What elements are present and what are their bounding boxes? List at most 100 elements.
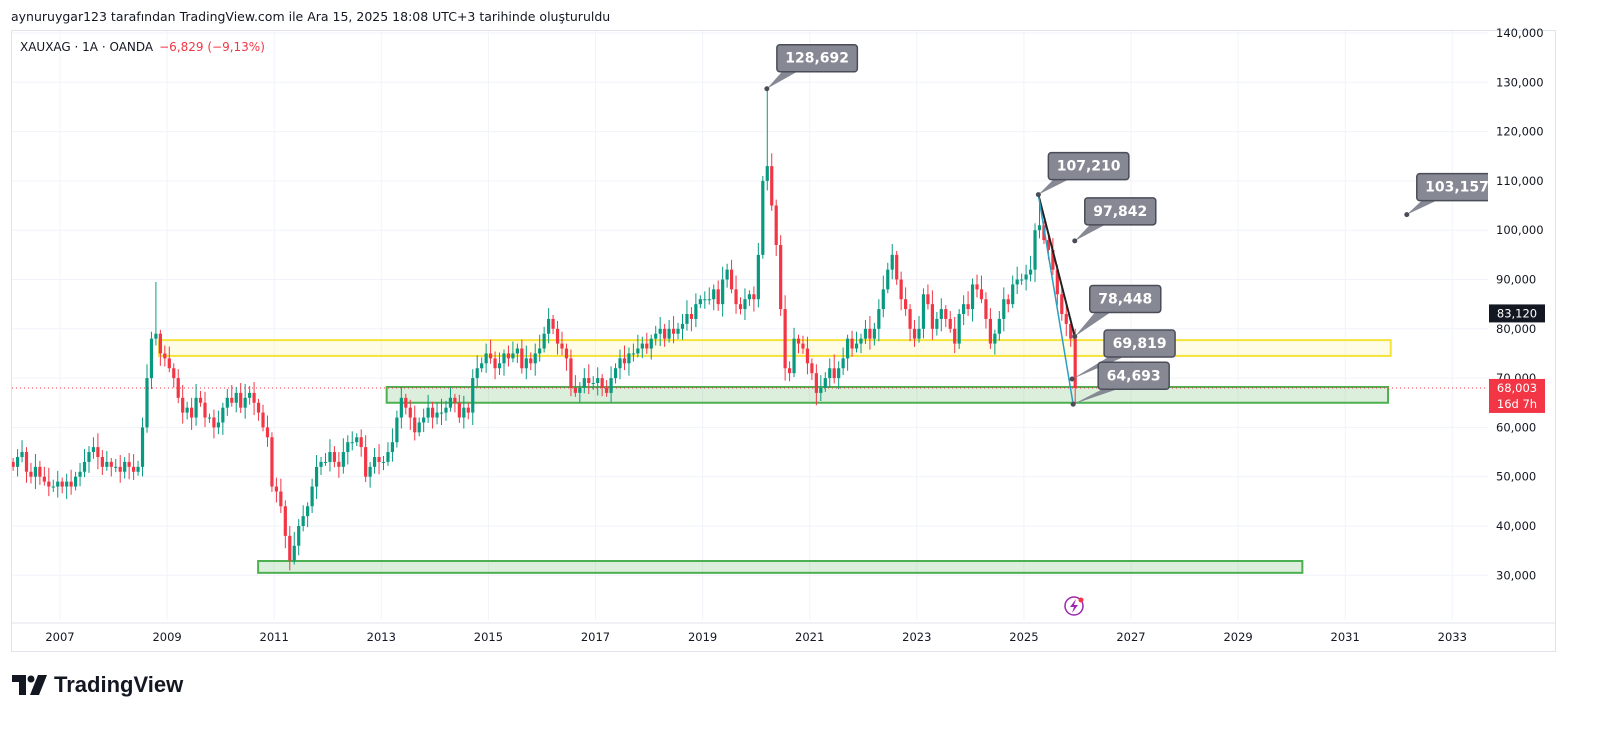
candle-body (921, 294, 926, 329)
candle-body (181, 397, 185, 413)
callout-label: 64,693 (1107, 368, 1161, 384)
candle (172, 363, 176, 388)
candle (243, 384, 247, 419)
candle-body (979, 289, 984, 300)
candle (774, 199, 778, 256)
candle (609, 366, 613, 403)
candle (605, 380, 609, 397)
candle-body (685, 314, 689, 324)
candle-body (850, 338, 854, 349)
candle-body (444, 407, 448, 413)
candle (20, 440, 24, 463)
callout-label: 97,842 (1093, 204, 1147, 220)
candle-body (837, 368, 841, 379)
candle-body (636, 348, 640, 354)
candle-body (832, 368, 836, 379)
candle-body (895, 254, 899, 280)
time-axis-label: 2025 (1009, 630, 1038, 644)
candle (274, 477, 278, 503)
candle-body (364, 447, 368, 477)
candle-body (1033, 230, 1037, 270)
candle-body (854, 343, 859, 349)
candle (587, 364, 591, 395)
candle-body (489, 353, 493, 359)
candle-body (439, 412, 444, 414)
candle-body (805, 348, 810, 364)
candle-body (337, 461, 341, 467)
candle-body (524, 358, 528, 369)
candle (127, 453, 131, 480)
candle-body (372, 456, 377, 467)
candle-body (100, 456, 104, 467)
candle (65, 473, 69, 499)
symbol-info[interactable]: XAUXAG · 1A · OANDA (20, 40, 154, 54)
candle-body (480, 363, 484, 369)
lightning-icon[interactable] (1064, 596, 1084, 616)
candle-body (944, 309, 948, 319)
candle-body (167, 358, 171, 369)
candle-body (573, 387, 577, 393)
candle-body (185, 407, 189, 413)
candle-body (123, 461, 127, 472)
candle-body (203, 402, 207, 418)
candle (904, 287, 908, 316)
candle (444, 400, 448, 421)
candle-body (96, 447, 100, 457)
candle (863, 319, 868, 345)
candle-body (613, 368, 618, 379)
candle-body (221, 407, 225, 423)
candle (145, 364, 149, 433)
callout-label: 107,210 (1057, 159, 1121, 175)
candle (631, 343, 635, 362)
candle-body (328, 452, 332, 462)
candle-body (810, 363, 814, 374)
candle-body (252, 392, 256, 403)
candle (408, 399, 412, 430)
time-axis-label: 2015 (474, 630, 503, 644)
candle (529, 352, 533, 371)
candle (747, 290, 752, 306)
candle-body (765, 166, 769, 181)
candle (502, 349, 506, 376)
price-axis-label: 110,000 (1496, 174, 1544, 188)
candle-body (988, 318, 992, 344)
candle-body (1046, 240, 1051, 250)
chart-frame (11, 30, 1556, 652)
candle-body (605, 387, 609, 393)
candle-body (319, 461, 323, 467)
candle (404, 393, 408, 415)
candle-body (823, 378, 827, 388)
candle (149, 331, 154, 390)
candle (462, 395, 466, 429)
tradingview-logo[interactable]: TradingView (12, 672, 183, 698)
candle (805, 336, 810, 375)
candle (627, 347, 631, 376)
candle (738, 297, 743, 315)
candle-body (346, 442, 350, 453)
candle (493, 351, 497, 380)
candle-body (828, 368, 832, 379)
candle (551, 314, 555, 335)
candle (337, 452, 341, 478)
candle (114, 458, 118, 473)
candle-body (908, 309, 912, 329)
candle (770, 153, 774, 211)
price-axis-label: 40,000 (1496, 519, 1536, 533)
candle (323, 453, 328, 466)
candle (346, 435, 350, 465)
candle (854, 331, 859, 353)
price-tag-marker (1489, 304, 1545, 323)
callout-anchor-dot (1404, 212, 1410, 218)
candle (163, 345, 167, 367)
callout-pointer (766, 70, 799, 89)
candle (997, 311, 1001, 341)
tradingview-logo-icon (12, 675, 47, 695)
candle (613, 363, 618, 384)
candle-body (306, 506, 310, 517)
candle (15, 449, 20, 477)
candle-body (355, 437, 359, 443)
candle (100, 450, 104, 476)
candle-body (230, 397, 234, 403)
price-callout: 107,210 (1035, 151, 1130, 198)
